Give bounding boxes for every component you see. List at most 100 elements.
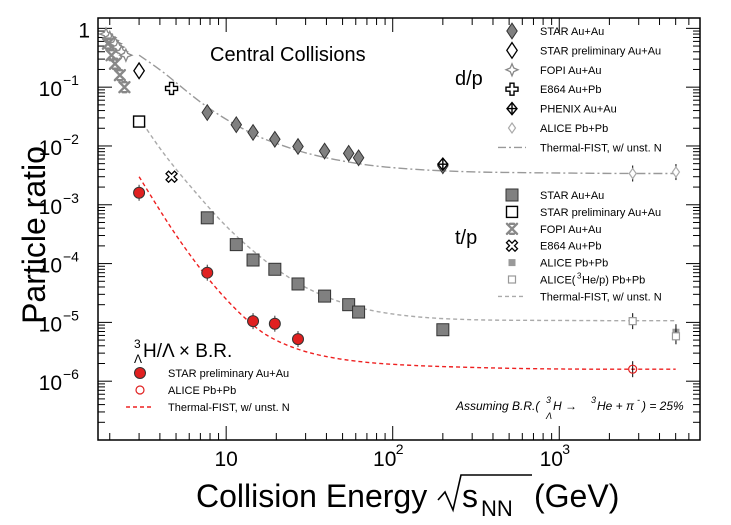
square-shape (246, 253, 260, 267)
data-point-dp (269, 130, 281, 148)
legend-label: ALICE( (540, 275, 576, 287)
data-point-dp (133, 61, 146, 80)
square-shape (342, 298, 356, 312)
y-tick-label: 10 −4 (39, 249, 80, 278)
y-tick-label: 10 −3 (39, 190, 80, 219)
hypertriton-label: 3 Λ H/Λ × B.R. (134, 337, 232, 366)
legend-symbol (505, 222, 519, 235)
y-tick-exp: −5 (63, 307, 79, 323)
legend-item-tp: FOPI Au+Au (505, 222, 601, 236)
legend-label: PHENIX Au+Au (540, 104, 617, 116)
data-point-dp (318, 142, 331, 160)
circle-shape (134, 367, 146, 379)
legend-label: FOPI Au+Au (540, 224, 601, 236)
x-star-shape (118, 80, 131, 94)
circle-shape (201, 266, 214, 279)
y-tick-base: 1 (78, 19, 90, 42)
legend-label-sup: 3 (577, 272, 582, 281)
data-point-hyper (247, 315, 260, 328)
data-point-tp (291, 277, 305, 291)
diamond-shape (292, 137, 304, 156)
legend-label: Thermal-FIST, w/ unst. N (540, 142, 662, 154)
x-open-shape (165, 170, 178, 184)
x-star-shape (105, 48, 118, 62)
assumption-note: Assuming B.R.( 3 Λ H → 3 He + π - ) = 25… (455, 395, 684, 421)
legend-item-hyper: ALICE Pb+Pb (135, 385, 236, 397)
legend-item-dp: PHENIX Au+Au (506, 101, 617, 116)
x-label-s: s (462, 478, 478, 514)
diamond-small-shape (628, 167, 637, 180)
legend-label: ALICE Pb+Pb (540, 123, 608, 135)
data-point-tp (628, 317, 637, 326)
data-point-tp (436, 323, 450, 337)
data-point-hyper (133, 186, 146, 199)
sqrt-sign (437, 474, 532, 513)
legend-item-dp: ALICE Pb+Pb (507, 121, 608, 135)
data-point-hyper (628, 364, 638, 374)
legend-symbol (505, 82, 519, 96)
y-axis-label: Particle ratio (16, 146, 52, 324)
data-point-hyper (268, 317, 281, 330)
circle-shape (292, 333, 305, 346)
legend-symbol (504, 62, 520, 78)
x-star-shape (505, 222, 519, 235)
assume-sup1: 3 (546, 395, 551, 405)
legend-label: STAR Au+Au (540, 190, 604, 202)
legend-symbol (507, 121, 517, 135)
diamond-small-shape (671, 166, 681, 179)
y-tick-label: 1 (78, 19, 90, 42)
legend-item-tp: E864 Au+Pb (505, 239, 601, 253)
legend-label: FOPI Au+Au (540, 65, 601, 77)
legend-symbol (506, 41, 518, 60)
data-point-tp (200, 211, 214, 225)
legend-label: Thermal-FIST, w/ unst. N (540, 291, 662, 303)
square-shape (268, 262, 282, 276)
diamond-shape (269, 130, 281, 148)
legend-label: E864 Au+Pb (540, 84, 601, 96)
y-tick-base: 10 (39, 137, 62, 160)
data-point-dp (230, 115, 243, 134)
x-star-shape (113, 68, 127, 82)
data-point-tp (246, 253, 260, 267)
legend: STAR Au+Au STAR preliminary Au+Au FOPI Au+… (126, 22, 662, 414)
data-point-dp (628, 167, 637, 180)
square-open-small-shape (507, 275, 517, 284)
legend-item-hyper: STAR preliminary Au+Au (134, 367, 289, 380)
x-tick-exp: 3 (562, 441, 570, 457)
legend-label: Thermal-FIST, w/ unst. N (168, 402, 290, 414)
circle-open-shape (628, 364, 638, 374)
legend-label-post: He/p) Pb+Pb (582, 275, 645, 287)
data-point-tp (671, 332, 681, 341)
data-point-tp (342, 298, 356, 312)
data-point-tp (113, 68, 127, 82)
y-tick-exp: −3 (63, 190, 79, 206)
y-tick-base: 10 (39, 196, 62, 219)
legend-item-tp: Thermal-FIST, w/ unst. N (498, 291, 662, 303)
cross-shape (164, 81, 179, 96)
data-point-dp (201, 103, 214, 122)
square-shape (229, 238, 243, 252)
star-shape (504, 62, 520, 78)
legend-item-hyper: Thermal-FIST, w/ unst. N (126, 402, 290, 414)
x-tick-label: 10 (214, 448, 237, 471)
data-point-tp (229, 238, 243, 252)
data-point-tp (352, 305, 366, 319)
legend-label: STAR preliminary Au+Au (540, 45, 661, 57)
legend-symbol (507, 275, 517, 284)
y-tick-label: 10 −5 (39, 307, 80, 336)
legend-item-tp: STAR Au+Au (505, 188, 604, 202)
legend-label: STAR preliminary Au+Au (168, 368, 289, 380)
legend-label: STAR preliminary Au+Au (540, 207, 661, 219)
assume-end: He + π (597, 399, 635, 413)
model-curve-dp (138, 54, 676, 175)
square-shape (352, 305, 366, 319)
plot-frame (97, 17, 701, 441)
assume-tail: ) = 25% (640, 399, 684, 413)
legend-item-dp: STAR preliminary Au+Au (506, 41, 661, 60)
diamond-small-shape (507, 121, 517, 135)
data-point-tp (165, 170, 178, 184)
square-shape (436, 323, 450, 337)
hyper-sup: 3 (134, 337, 141, 351)
y-tick-base: 10 (39, 313, 62, 336)
square-shape (318, 289, 332, 303)
